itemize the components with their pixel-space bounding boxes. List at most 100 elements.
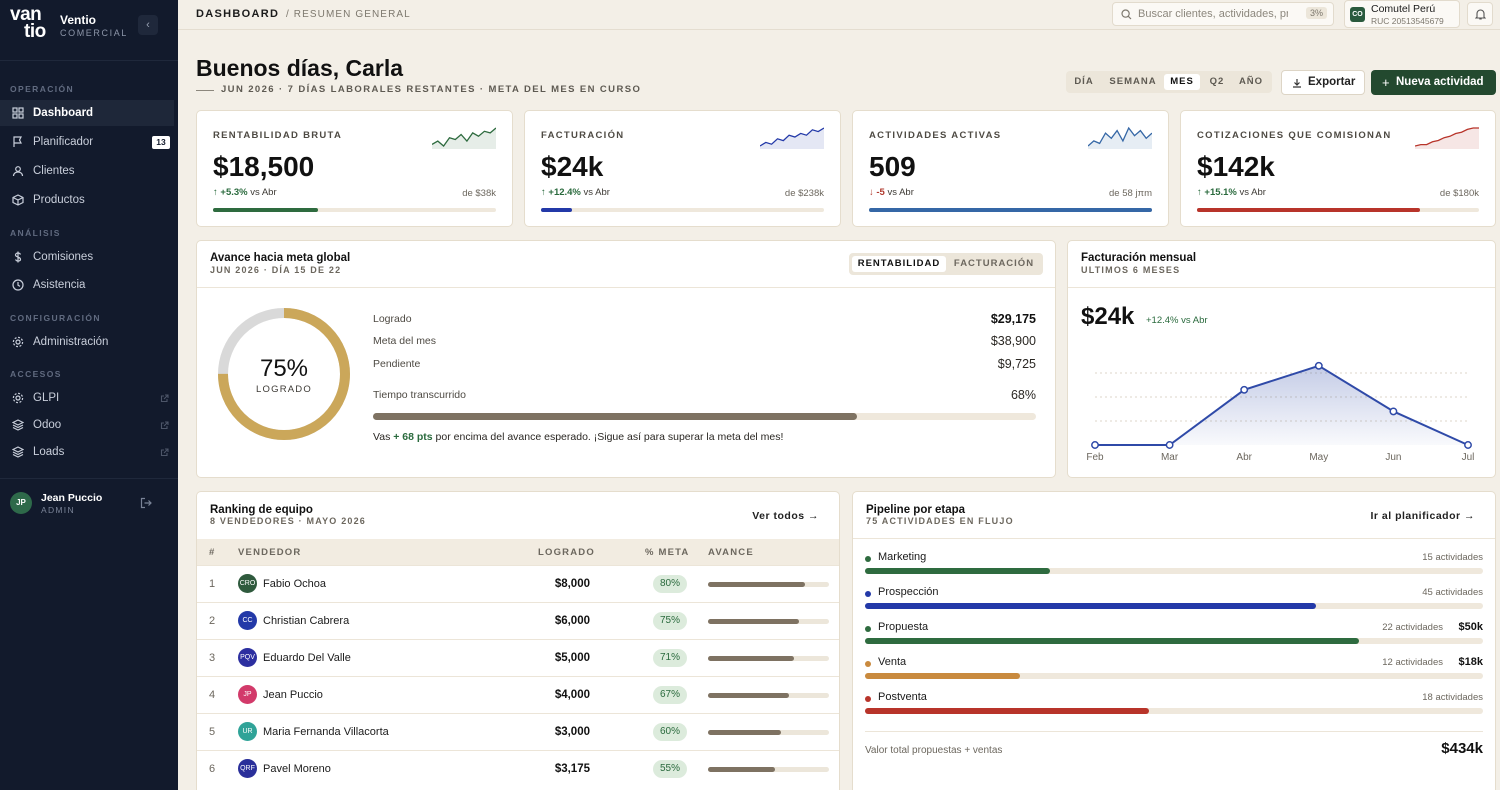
kpi-card-rentabilidad[interactable]: RENTABILIDAD BRUTA $18,500 ↑ +5.3% vs Ab… (196, 110, 513, 227)
kpi-label: FACTURACIÓN (541, 130, 625, 141)
sidebar-item-administracion[interactable]: Administración (0, 329, 174, 355)
seller-progress-fill (708, 730, 781, 735)
sidebar-item-label: GLPI (33, 392, 60, 404)
logo-mark: van tio (10, 4, 46, 42)
period-semana[interactable]: SEMANA (1109, 76, 1157, 87)
brand-sub: COMERCIAL (60, 28, 128, 38)
ver-todos-link[interactable]: Ver todos → (752, 510, 819, 522)
sidebar-item-productos[interactable]: Productos (0, 187, 174, 213)
breadcrumb-sub: / RESUMEN GENERAL (286, 9, 411, 20)
pipeline-stage-4[interactable]: Postventa 18 actividades (865, 689, 1483, 724)
toggle-facturacion[interactable]: FACTURACIÓN (953, 258, 1035, 269)
seller-progress-fill (708, 767, 775, 772)
chart-point-feb (1091, 441, 1099, 449)
stage-count: 18 actividades (1422, 692, 1483, 703)
stat-label-pendiente: Pendiente (373, 358, 421, 370)
company-selector[interactable]: CO Comutel Perú RUC 20513545679 (1344, 0, 1460, 28)
seller-progress-fill (708, 693, 790, 698)
stage-progress-fill (865, 568, 1051, 574)
pipeline-stage-1[interactable]: Prospección 45 actividades (865, 584, 1483, 619)
table-row[interactable]: 5 UR Maria Fernanda Villacorta $3,000 60% (197, 713, 839, 750)
stage-progress-track (865, 638, 1483, 644)
dollar-icon (12, 251, 24, 263)
export-button[interactable]: Exportar (1281, 70, 1365, 95)
brand-name: Ventio (60, 13, 97, 27)
breadcrumb-main[interactable]: DASHBOARD (196, 8, 280, 20)
table-row[interactable]: 6 QRF Pavel Moreno $3,175 55% (197, 750, 839, 787)
stage-dot (865, 591, 871, 597)
seller-name: Christian Cabrera (263, 615, 350, 627)
ranking-subtitle: 8 VENDEDORES · MAYO 2026 (210, 516, 367, 526)
kpi-card-cotizaciones[interactable]: COTIZACIONES QUE COMISIONAN $142k ↑ +15.… (1180, 110, 1496, 227)
sidebar-item-planificador[interactable]: Planificador 13 (0, 129, 174, 155)
avatar: CRO (238, 574, 257, 593)
goal-percent: 75% (259, 355, 309, 382)
chart-point-may (1314, 361, 1323, 370)
notifications-button[interactable] (1467, 2, 1493, 26)
stage-progress-fill (865, 603, 1317, 609)
avatar[interactable]: JP (10, 492, 32, 514)
pipeline-stage-3[interactable]: Venta 12 actividades $18k (865, 654, 1483, 689)
sidebar-item-comisiones[interactable]: Comisiones (0, 244, 174, 270)
kpi-delta: ↓ -5 vs Abr (869, 187, 914, 198)
row-rank: 6 (209, 763, 216, 775)
stage-dot (865, 556, 871, 562)
kpi-value: $18,500 (213, 151, 315, 182)
sparkline-area (1415, 128, 1479, 149)
collapse-sidebar-button[interactable]: ‹ (138, 15, 158, 35)
seller-pct-badge: 60% (653, 723, 687, 741)
chart-x-tick-label: Abr (1236, 452, 1252, 463)
pipeline-subtitle: 75 ACTIVIDADES EN FLUJO (866, 516, 1014, 526)
pipeline-stage-2[interactable]: Propuesta 22 actividades $50k (865, 619, 1483, 654)
new-activity-button[interactable]: + Nueva actividad (1371, 70, 1496, 95)
sidebar-item-asistencia[interactable]: Asistencia (0, 272, 174, 298)
section-label-analisis: ANÁLISIS (10, 228, 61, 238)
table-row[interactable]: 3 PQV Eduardo Del Valle $5,000 71% (197, 639, 839, 676)
search-box[interactable]: 3% (1112, 2, 1334, 26)
sidebar-item-clientes[interactable]: Clientes (0, 158, 174, 184)
kpi-card-actividades[interactable]: ACTIVIDADES ACTIVAS 509 ↓ -5 vs Abr de 5… (852, 110, 1169, 227)
sidebar-item-label: Administración (33, 336, 109, 348)
seller-pct-badge: 80% (653, 575, 687, 593)
avatar: PQV (238, 648, 257, 667)
sparkline-line (432, 127, 496, 147)
stat-label-logrado: Logrado (373, 313, 412, 325)
goal-card: Avance hacia meta global JUN 2026 · DÍA … (196, 240, 1056, 478)
kpi-label: COTIZACIONES QUE COMISIONAN (1197, 130, 1392, 141)
kpi-progress-track (213, 208, 496, 212)
period-mes[interactable]: MES (1164, 74, 1200, 90)
kpi-card-facturacion[interactable]: FACTURACIÓN $24k ↑ +12.4% vs Abr de $238… (524, 110, 841, 227)
card-divider (197, 287, 1055, 288)
row-rank: 4 (209, 689, 216, 701)
period-ano[interactable]: AÑO (1238, 76, 1264, 87)
brand-logo[interactable]: van tio Ventio COMERCIAL (10, 4, 170, 46)
sidebar-item-dashboard[interactable]: Dashboard (0, 100, 174, 126)
time-progress-fill (373, 413, 857, 420)
table-row[interactable]: 1 CRO Fabio Ochoa $8,000 80% (197, 565, 839, 602)
seller-progress-track (708, 656, 829, 661)
toggle-rentabilidad[interactable]: RENTABILIDAD (852, 256, 946, 272)
ir-planificador-link[interactable]: Ir al planificador → (1370, 510, 1475, 522)
chart-x-tick-label: Jun (1385, 452, 1401, 463)
sidebar-item-loads[interactable]: Loads (0, 439, 174, 465)
sidebar-item-label: Loads (33, 446, 65, 458)
section-label-operacion: OPERACIÓN (10, 84, 75, 94)
stage-name: Prospección (878, 586, 939, 598)
sidebar-item-odoo[interactable]: Odoo (0, 412, 174, 438)
table-row[interactable]: 2 CC Christian Cabrera $6,000 75% (197, 602, 839, 639)
table-row[interactable]: 4 JP Jean Puccio $4,000 67% (197, 676, 839, 713)
period-dia[interactable]: DÍA (1074, 76, 1094, 87)
kpi-sparkline (1415, 127, 1479, 149)
time-elapsed-value: 68% (1010, 388, 1036, 402)
card-divider (853, 538, 1495, 539)
seller-progress-track (708, 619, 829, 624)
sidebar-item-label: Planificador (33, 136, 94, 148)
sidebar-item-glpi[interactable]: GLPI (0, 385, 174, 411)
period-q2[interactable]: Q2 (1209, 76, 1225, 87)
pipeline-stage-0[interactable]: Marketing 15 actividades (865, 549, 1483, 584)
search-input[interactable] (1138, 5, 1288, 23)
goal-title: Avance hacia meta global (210, 252, 351, 264)
logout-icon[interactable] (140, 497, 152, 509)
seller-progress-fill (708, 582, 805, 587)
stage-amount: $18k (1458, 656, 1483, 668)
